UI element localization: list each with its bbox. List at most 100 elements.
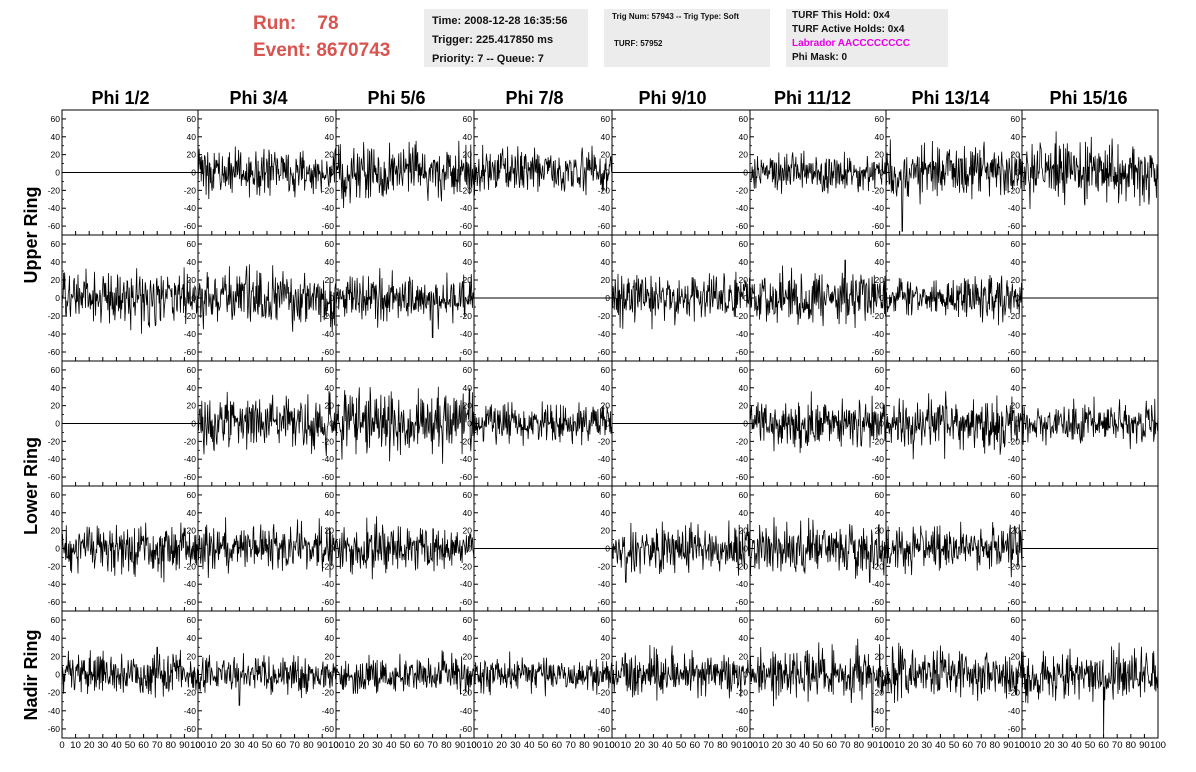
y-tick-label: -20 — [184, 688, 197, 698]
y-tick-label: 0 — [1015, 419, 1020, 429]
panel-r0-c0: -60 -40 -20 0 20 40 60 — [48, 109, 199, 236]
y-tick-label: 20 — [601, 275, 611, 285]
y-tick-label: 20 — [875, 651, 885, 661]
y-tick-label: 20 — [463, 526, 473, 536]
y-tick-label: 0 — [605, 670, 610, 680]
x-tick-label: 0 — [747, 740, 752, 751]
y-tick-label: 40 — [875, 132, 885, 142]
labrador-text: Labrador AACCCCCCCC — [792, 38, 910, 49]
x-tick-label: 10 — [621, 740, 632, 751]
y-tick-label: 20 — [187, 150, 197, 160]
panel-r4-c6: -60 -40 -20 0 20 40 60 — [872, 610, 1023, 739]
y-tick-label: 40 — [601, 383, 611, 393]
turf-info-box: TURF This Hold: 0x4 TURF Active Holds: 0… — [786, 9, 948, 67]
y-tick-label: 0 — [191, 293, 196, 303]
y-tick-label: 60 — [187, 239, 197, 249]
y-tick-label: 20 — [875, 150, 885, 160]
y-tick-label: -40 — [460, 706, 473, 716]
panel-r1-c5: -60 -40 -20 0 20 40 60 — [736, 234, 887, 362]
x-tick-label: 0 — [1019, 740, 1024, 751]
panel-r1-c7: -60 -40 -20 0 20 40 60 — [1008, 234, 1159, 362]
y-tick-label: 0 — [55, 419, 60, 429]
y-tick-label: -40 — [1008, 706, 1021, 716]
y-tick-label: -60 — [1008, 724, 1021, 734]
waveform-trace — [197, 146, 337, 200]
x-tick-label: 70 — [565, 740, 576, 751]
panel-r3-c6: -60 -40 -20 0 20 40 60 — [872, 485, 1023, 612]
y-tick-label: 20 — [1011, 150, 1021, 160]
y-tick-label: 40 — [187, 633, 197, 643]
y-tick-label: -20 — [1008, 311, 1021, 321]
y-tick-label: -20 — [1008, 185, 1021, 195]
y-tick-label: 60 — [325, 114, 335, 124]
y-tick-label: 60 — [463, 490, 473, 500]
x-tick-label: 30 — [372, 740, 383, 751]
x-tick-label: 0 — [471, 740, 476, 751]
column-header-phi-11-12: Phi 11/12 — [773, 88, 852, 108]
x-tick-label: 30 — [234, 740, 245, 751]
x-tick-label: 40 — [111, 740, 122, 751]
x-tick-label: 10 — [345, 740, 356, 751]
y-tick-label: 40 — [463, 508, 473, 518]
waveform-trace — [1021, 131, 1159, 210]
y-tick-label: 60 — [1011, 114, 1021, 124]
y-tick-label: 0 — [329, 544, 334, 554]
event-label: Event: — [253, 40, 312, 61]
y-tick-label: -40 — [322, 454, 335, 464]
waveform-trace — [885, 642, 1023, 704]
y-tick-label: 40 — [739, 633, 749, 643]
panel-r3-c1: -60 -40 -20 0 20 40 60 — [184, 485, 337, 612]
y-tick-label: 60 — [1011, 615, 1021, 625]
y-tick-label: 40 — [1011, 132, 1021, 142]
y-tick-label: -60 — [736, 347, 749, 357]
x-tick-label: 10 — [758, 740, 769, 751]
y-tick-label: -60 — [48, 221, 61, 231]
y-tick-label: 20 — [739, 275, 749, 285]
y-tick-label: -20 — [736, 311, 749, 321]
y-tick-label: 60 — [601, 615, 611, 625]
y-tick-label: 40 — [51, 257, 61, 267]
y-tick-label: 60 — [325, 239, 335, 249]
y-tick-label: 20 — [325, 401, 335, 411]
panel-r1-c4: -60 -40 -20 0 20 40 60 — [598, 234, 751, 362]
y-tick-label: 60 — [51, 365, 61, 375]
x-tick-label: 30 — [648, 740, 659, 751]
y-tick-label: 0 — [55, 168, 60, 178]
panel-r4-c1: -60 -40 -20 0 20 40 60 — [184, 610, 337, 739]
y-tick-label: 40 — [601, 633, 611, 643]
y-tick-label: -40 — [1008, 329, 1021, 339]
y-tick-label: 20 — [601, 150, 611, 160]
x-tick-label: 100 — [1014, 740, 1030, 751]
panel-r3-c2: -60 -40 -20 0 20 40 60 — [322, 485, 475, 612]
y-tick-label: 60 — [187, 615, 197, 625]
waveform-trace — [473, 144, 613, 196]
y-tick-label: 60 — [51, 490, 61, 500]
y-tick-label: -20 — [184, 561, 197, 571]
y-tick-label: 40 — [601, 508, 611, 518]
x-tick-label: 90 — [593, 740, 604, 751]
y-tick-label: -20 — [736, 688, 749, 698]
y-tick-label: -60 — [736, 724, 749, 734]
y-tick-label: -20 — [322, 311, 335, 321]
y-tick-label: 40 — [875, 257, 885, 267]
y-tick-label: -40 — [1008, 454, 1021, 464]
y-tick-label: 40 — [187, 132, 197, 142]
y-tick-label: 40 — [875, 383, 885, 393]
y-tick-label: 60 — [875, 365, 885, 375]
y-tick-label: -20 — [736, 436, 749, 446]
y-tick-label: 0 — [605, 293, 610, 303]
y-tick-label: -40 — [872, 203, 885, 213]
y-tick-label: -40 — [322, 579, 335, 589]
panel-r0-c4: -60 -40 -20 0 20 40 60 — [598, 109, 751, 236]
y-tick-label: 60 — [739, 365, 749, 375]
y-tick-label: -60 — [48, 597, 61, 607]
panel-frame — [885, 234, 1023, 362]
y-tick-label: -20 — [736, 185, 749, 195]
x-tick-label: 90 — [731, 740, 742, 751]
y-tick-label: 0 — [467, 168, 472, 178]
y-tick-label: -40 — [598, 706, 611, 716]
x-tick-label: 10 — [1030, 740, 1041, 751]
y-tick-label: 60 — [601, 239, 611, 249]
y-tick-label: 20 — [51, 526, 61, 536]
y-tick-label: -60 — [48, 472, 61, 482]
